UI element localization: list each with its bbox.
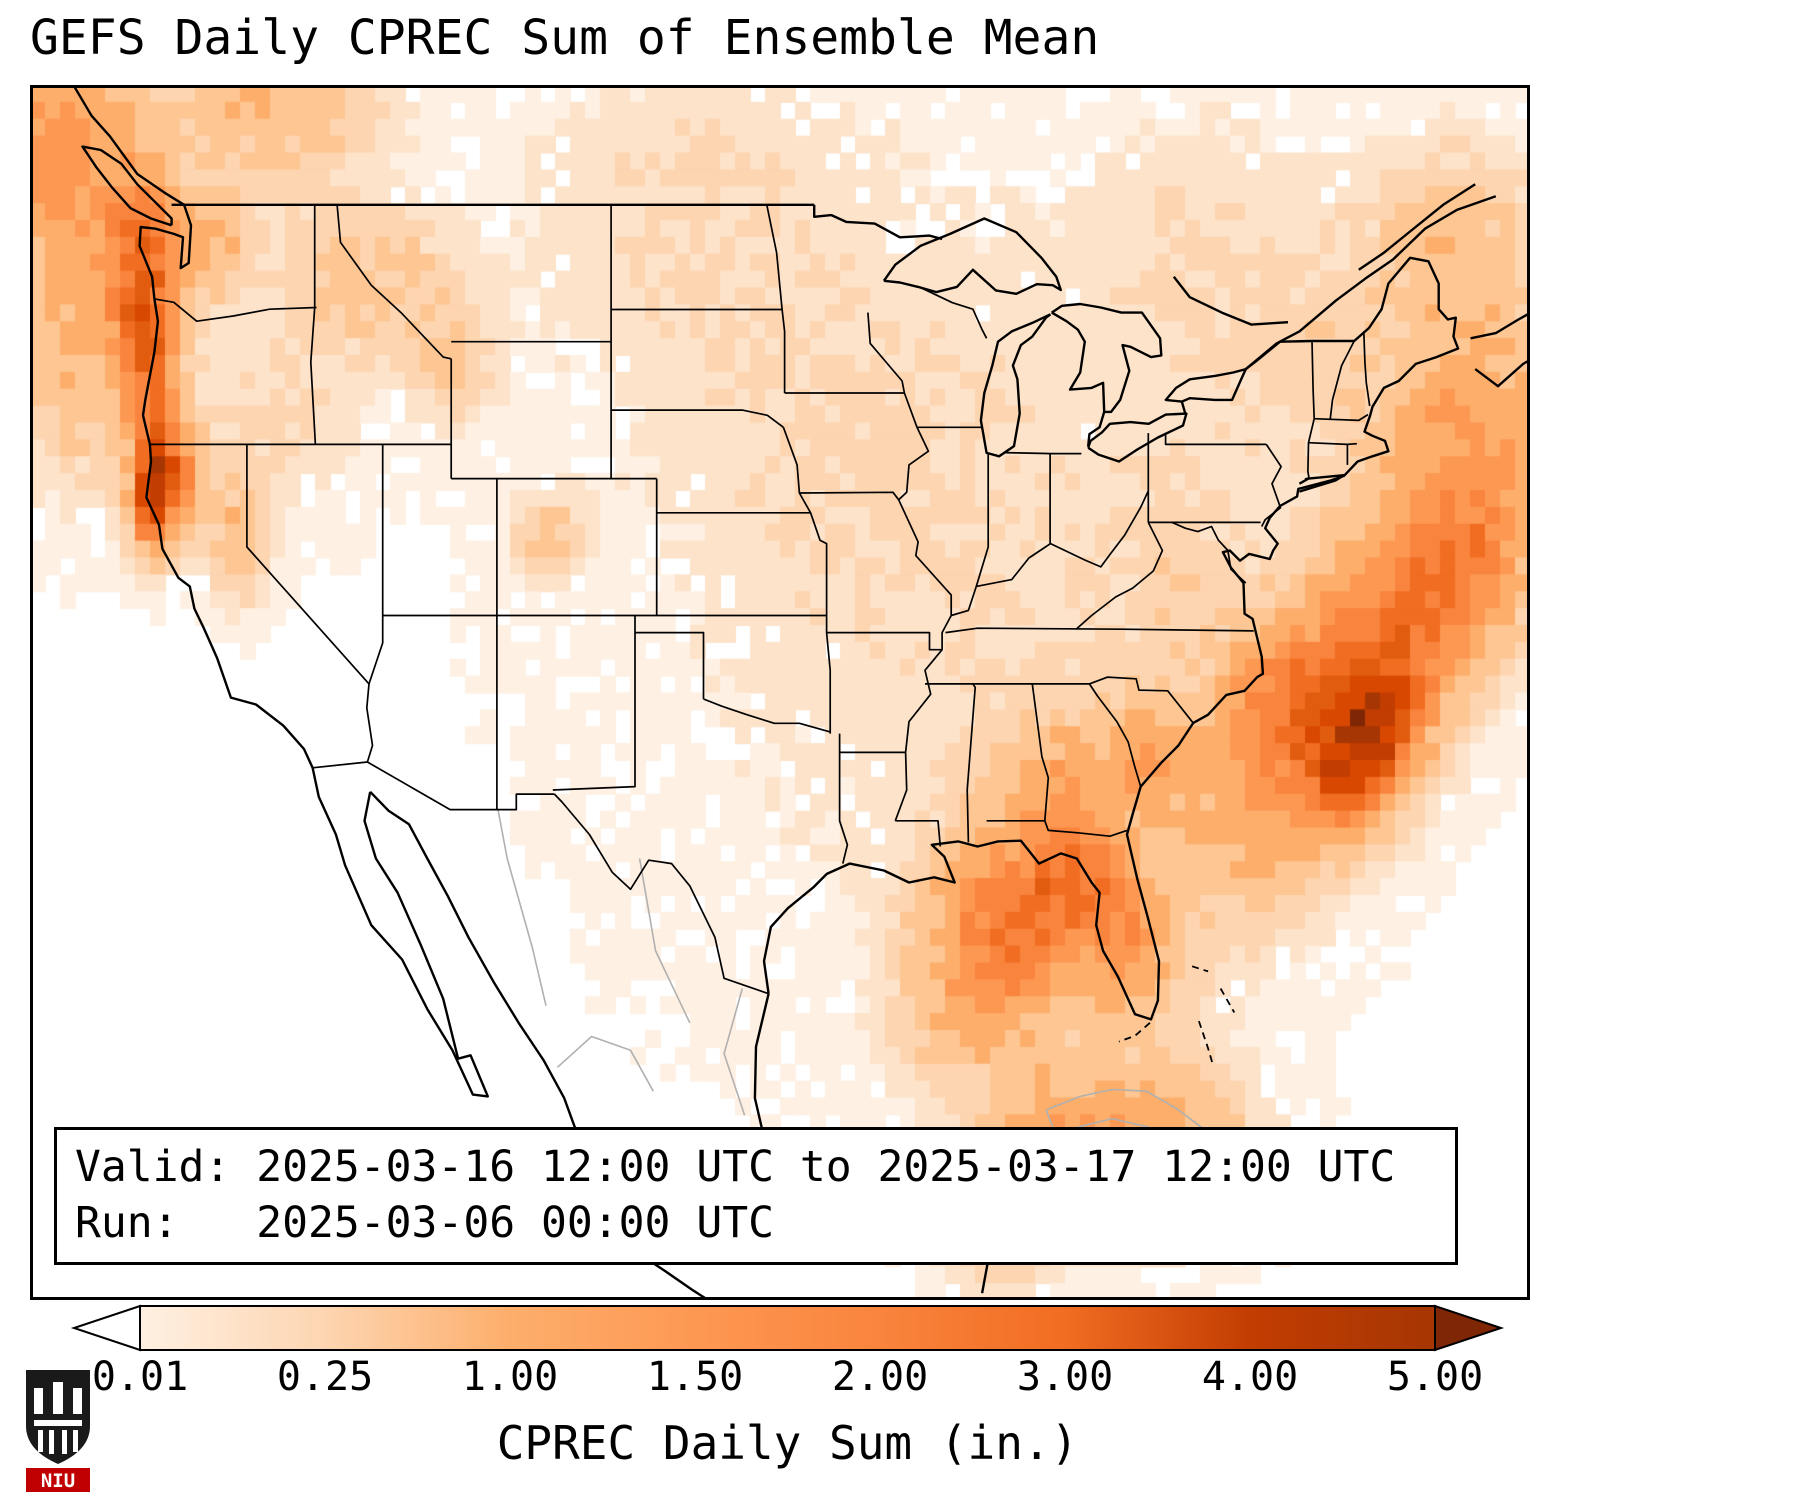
- niu-logo-gate-bar: [62, 1430, 67, 1454]
- colorbar-tick-label: 0.01: [91, 1354, 189, 1400]
- valid-line: Valid: 2025-03-16 12:00 UTC to 2025-03-1…: [75, 1142, 1396, 1192]
- niu-logo-text: NIU: [41, 1470, 75, 1492]
- colorbar-tick-label: 5.00: [1386, 1354, 1484, 1400]
- colorbar-under-arrow: [70, 1304, 141, 1352]
- colorbar-tick-label: 1.00: [461, 1354, 559, 1400]
- niu-logo-banner: [26, 1468, 90, 1492]
- map-boundaries-svg: [30, 85, 1530, 1300]
- niu-logo-tower: [53, 1382, 63, 1414]
- niu-logo-wall: [34, 1420, 82, 1426]
- niu-logo-gate-bar: [49, 1430, 54, 1454]
- precip-map: Valid: 2025-03-16 12:00 UTC to 2025-03-1…: [30, 85, 1530, 1300]
- colorbar: [70, 1304, 1505, 1352]
- colorbar-tick-label: 1.50: [646, 1354, 744, 1400]
- colorbar-tick-label: 0.25: [276, 1354, 374, 1400]
- colorbar-tick-label: 4.00: [1201, 1354, 1299, 1400]
- niu-logo-tower: [73, 1388, 82, 1414]
- validity-info-box: Valid: 2025-03-16 12:00 UTC to 2025-03-1…: [54, 1127, 1458, 1265]
- colorbar-tick-label: 3.00: [1016, 1354, 1114, 1400]
- colorbar-axis-label: CPREC Daily Sum (in.): [496, 1416, 1079, 1470]
- colorbar-over-arrow: [1434, 1304, 1505, 1352]
- map-frame: [30, 85, 1530, 1300]
- niu-logo-gate-bar: [73, 1430, 78, 1452]
- colorbar-tick-label: 2.00: [831, 1354, 929, 1400]
- colorbar-bar: [139, 1305, 1436, 1351]
- niu-logo-tower: [34, 1388, 43, 1414]
- niu-logo-gate-bar: [38, 1430, 43, 1452]
- run-line: Run: 2025-03-06 00:00 UTC: [75, 1197, 774, 1248]
- chart-title: GEFS Daily CPREC Sum of Ensemble Mean: [30, 10, 1100, 66]
- niu-logo: NIU: [26, 1370, 90, 1492]
- colorbar-tick-row: 0.01 0.25 1.00 1.50 2.00 3.00 4.00 5.00: [0, 1354, 1803, 1406]
